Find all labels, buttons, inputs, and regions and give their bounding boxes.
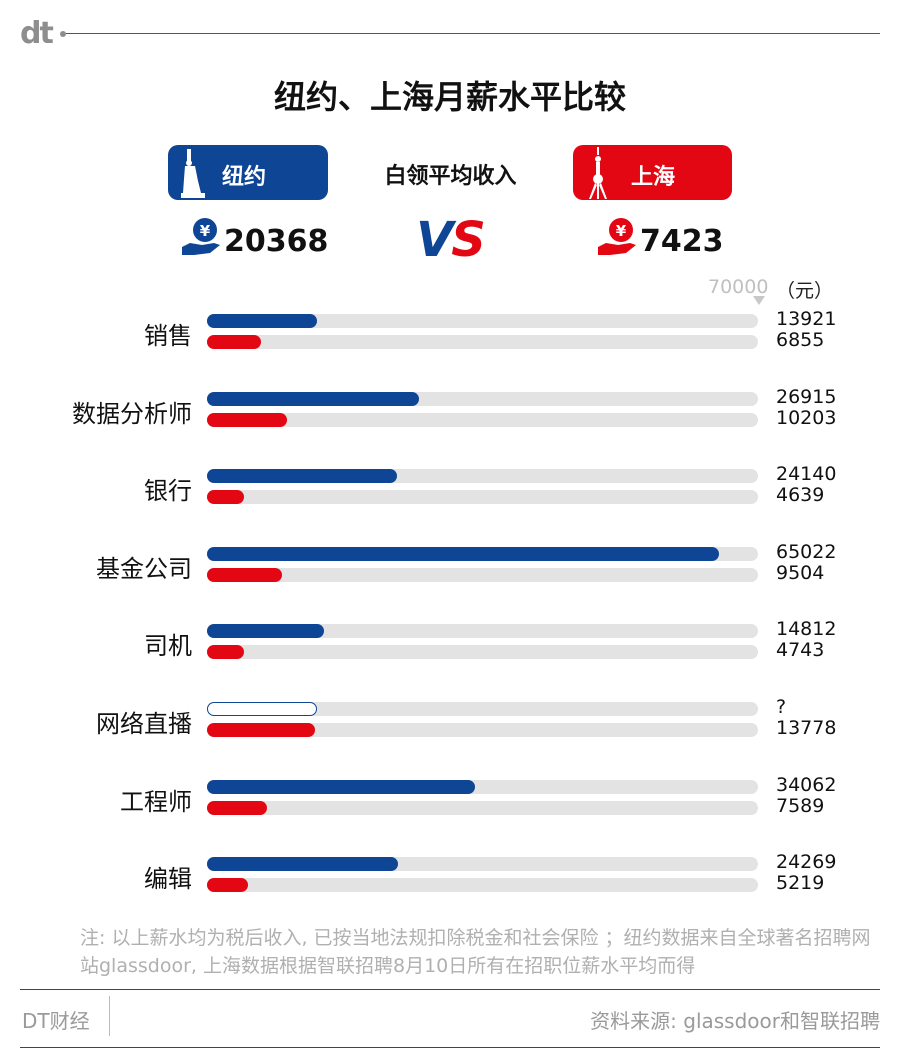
logo-dot [60,31,66,37]
new-york-badge: 纽约 [168,145,328,200]
bar-track [207,335,758,349]
category-label: 编辑 [144,865,192,894]
bar-track [207,546,758,561]
bar-sh [207,800,267,815]
bar-track [207,702,758,716]
bar-ny [207,857,399,872]
bar-ny [207,391,419,406]
bar-track [207,800,758,815]
svg-text:¥: ¥ [200,222,211,240]
bar-sh [207,878,249,893]
bar-track [207,723,758,737]
money-hand-icon: ¥ [598,218,636,255]
bar-ny [207,469,398,484]
footer-divider [20,989,880,990]
category-label: 司机 [144,632,192,661]
category-label: 销售 [144,322,192,350]
bar-track [207,857,758,872]
bar-track [207,779,758,794]
value-label: 6855 [776,329,825,351]
shanghai-label: 上海 [631,165,676,190]
value-label: 26915 [776,385,837,408]
bar-sh [207,335,261,349]
bar-track [207,490,758,505]
value-label: 24269 [776,851,837,874]
unit-label: （元） [776,280,834,302]
bar-track [207,469,758,484]
dt-logo: dt [20,16,54,51]
top-divider [66,33,880,34]
bar-track [207,314,758,328]
value-label: 7589 [776,794,825,817]
footnote: 注: 以上薪水均为税后收入, 已按当地法规扣除税金和社会保险 ；纽约数据来自全球… [80,927,871,977]
svg-text:¥: ¥ [616,222,627,240]
bar-ny [207,624,324,639]
category-label: 数据分析师 [72,399,192,428]
bar-ny [207,546,719,561]
subtitle: 白领平均收入 [384,164,517,189]
scale-max-label: 70000 [708,276,769,298]
bar-track [207,645,758,660]
vs-v: V [416,212,453,268]
brand-label: DT财经 [22,1009,90,1033]
new-york-average-income: 20368 [224,224,329,259]
value-label: 5219 [776,872,825,895]
bar-track [207,391,758,406]
bar-sh [207,567,282,582]
scale-marker [753,296,765,305]
value-label: 34062 [776,773,837,796]
bar-sh [207,412,288,427]
statue-of-liberty-icon [181,149,205,198]
value-label: 9504 [776,561,825,584]
shanghai-badge: 上海 [573,145,732,200]
bar-ny [207,779,476,794]
bar-track [207,878,758,893]
value-label: 10203 [776,406,837,429]
value-label: 4743 [776,639,825,662]
bar-track [207,624,758,639]
category-label: 银行 [144,477,192,506]
bar-sh [207,645,245,660]
bar-ny [207,314,317,328]
value-label: ? [776,696,787,718]
category-label: 网络直播 [96,710,192,738]
value-label: 13778 [776,717,837,739]
source-label: 资料来源: glassdoor和智联招聘 [590,1009,880,1033]
page-title: 纽约、上海月薪水平比较 [273,78,626,116]
bar-track [207,412,758,427]
vs-s: S [451,212,486,268]
value-label: 14812 [776,618,837,641]
bar-sh [207,723,316,737]
footer-separator [109,996,110,1036]
value-label: 13921 [776,308,837,330]
bar-sh [207,490,244,505]
bottom-divider [20,1047,880,1048]
shanghai-average-income: 7423 [640,224,724,259]
category-label: 基金公司 [96,554,192,583]
money-hand-icon: ¥ [182,218,220,255]
value-label: 65022 [776,540,837,563]
vs-mark: VS [400,210,500,270]
new-york-label: 纽约 [222,165,267,190]
bar-track [207,567,758,582]
category-label: 工程师 [120,787,192,816]
oriental-pearl-tower-icon [589,147,607,199]
bar-ny [207,702,318,716]
value-label: 4639 [776,484,825,507]
value-label: 24140 [776,463,837,486]
